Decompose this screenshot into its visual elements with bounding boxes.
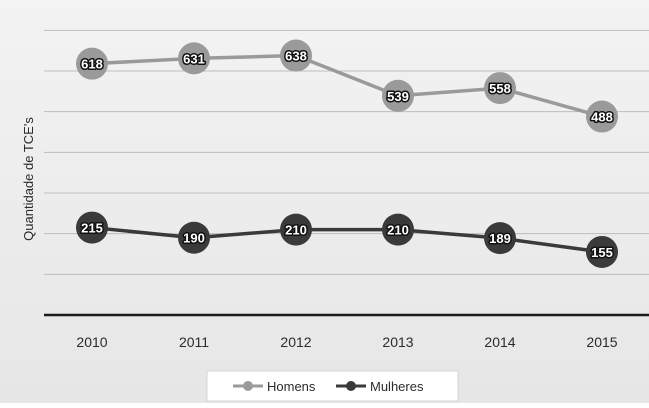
data-label: 638 <box>285 49 307 64</box>
data-label: 539 <box>387 89 409 104</box>
x-tick-label: 2014 <box>484 334 515 350</box>
data-point <box>484 222 516 255</box>
data-point <box>586 235 618 268</box>
x-tick-label: 2012 <box>280 334 311 350</box>
data-label: 631 <box>183 51 205 66</box>
x-tick-label: 2010 <box>76 334 107 350</box>
data-label: 618 <box>81 57 103 72</box>
data-label: 210 <box>387 223 409 238</box>
legend-swatch-marker <box>346 381 356 391</box>
data-label: 189 <box>489 231 511 246</box>
data-point <box>178 42 210 75</box>
series-line-homens <box>91 53 603 119</box>
data-point <box>280 39 312 72</box>
series-lines <box>91 53 603 254</box>
data-point <box>76 211 108 244</box>
series-line-mulheres <box>91 225 603 254</box>
data-label: 488 <box>591 110 613 125</box>
data-label: 558 <box>489 81 511 96</box>
data-points: 618 631 638 539 558 488 215 190 210 210 189 155 <box>76 39 618 268</box>
data-point <box>484 72 516 105</box>
data-point <box>586 100 618 133</box>
x-axis: 2010 2011 2012 2013 2014 2015 <box>44 313 649 350</box>
legend-label: Mulheres <box>370 379 424 394</box>
data-point <box>382 213 414 246</box>
data-label: 190 <box>183 231 205 246</box>
data-point <box>382 79 414 112</box>
legend-label: Homens <box>267 379 316 394</box>
data-point <box>76 47 108 80</box>
legend-item-homens[interactable]: Homens <box>233 379 316 394</box>
y-axis-title: Quantidade de TCE's <box>21 117 36 241</box>
legend-swatch-marker <box>243 381 253 391</box>
data-point <box>178 221 210 254</box>
data-label: 210 <box>285 223 307 238</box>
data-label: 155 <box>591 245 613 260</box>
x-tick-label: 2015 <box>586 334 617 350</box>
legend-item-mulheres[interactable]: Mulheres <box>336 379 424 394</box>
data-point <box>280 213 312 246</box>
x-tick-label: 2013 <box>382 334 413 350</box>
x-tick-label: 2011 <box>179 334 209 350</box>
data-label: 215 <box>81 221 103 236</box>
legend[interactable]: Homens Mulheres <box>206 370 459 402</box>
